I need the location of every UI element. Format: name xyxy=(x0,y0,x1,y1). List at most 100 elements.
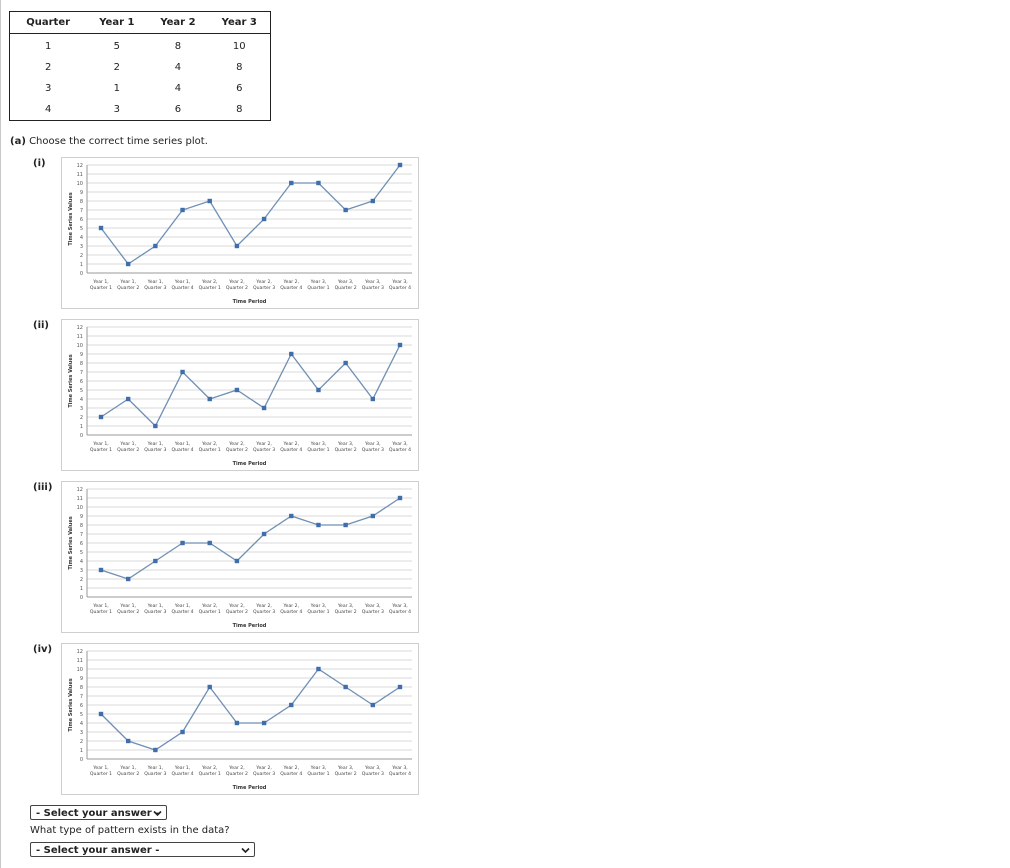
x-tick-label: Quarter 1 xyxy=(90,609,112,615)
x-tick-label: Year 3, xyxy=(337,765,354,771)
question-text: Choose the correct time series plot. xyxy=(29,136,208,147)
y-tick-label: 4 xyxy=(80,559,83,565)
data-point xyxy=(153,558,158,564)
y-tick-label: 10 xyxy=(77,343,83,349)
x-tick-label: Year 3, xyxy=(310,441,327,447)
y-axis-title: Time Series Values xyxy=(68,354,74,407)
y-tick-label: 11 xyxy=(77,334,83,340)
data-point xyxy=(125,738,131,744)
x-tick-label: Year 1, xyxy=(119,765,136,771)
data-point xyxy=(207,540,212,546)
x-tick-label: Quarter 4 xyxy=(280,609,302,615)
y-tick-label: 12 xyxy=(77,163,83,169)
x-tick-label: Year 3, xyxy=(310,765,327,771)
y-tick-label: 0 xyxy=(80,271,83,277)
table-cell: 6 xyxy=(236,83,243,94)
y-tick-label: 4 xyxy=(80,235,83,241)
answer-select[interactable]: - Select your answer - xyxy=(30,805,167,820)
x-tick-label: Year 2, xyxy=(201,765,218,771)
pattern-select[interactable]: - Select your answer - xyxy=(30,842,255,857)
table-cell: 8 xyxy=(236,104,243,115)
data-point xyxy=(180,369,185,375)
x-tick-label: Quarter 3 xyxy=(253,609,275,615)
data-point xyxy=(261,720,267,726)
data-point xyxy=(289,702,294,708)
x-tick-label: Quarter 3 xyxy=(362,609,384,615)
x-tick-label: Quarter 2 xyxy=(226,771,248,777)
data-point xyxy=(370,513,376,519)
y-axis-title: Time Series Values xyxy=(68,192,74,245)
x-tick-label: Year 1, xyxy=(92,441,109,447)
data-point xyxy=(234,243,240,249)
data-point xyxy=(316,522,321,528)
data-point xyxy=(207,198,212,204)
x-tick-label: Year 2, xyxy=(255,765,272,771)
table-cell: 3 xyxy=(44,83,52,94)
chevron-down-icon xyxy=(153,810,162,817)
data-point xyxy=(316,387,321,393)
y-tick-label: 1 xyxy=(80,424,83,430)
x-tick-label: Quarter 1 xyxy=(307,609,329,615)
y-tick-label: 3 xyxy=(80,568,83,574)
table-cell: 1 xyxy=(113,83,121,94)
data-point xyxy=(343,684,348,690)
data-point xyxy=(397,495,403,501)
data-point xyxy=(180,729,185,735)
x-tick-label: Year 1, xyxy=(174,279,191,285)
x-tick-label: Quarter 4 xyxy=(389,285,411,291)
x-tick-label: Quarter 4 xyxy=(280,285,302,291)
table-cell: 4 xyxy=(174,62,182,73)
x-tick-label: Year 1, xyxy=(174,441,191,447)
x-tick-label: Quarter 1 xyxy=(307,285,329,291)
y-tick-label: 8 xyxy=(80,523,83,529)
option-label-i: (i) xyxy=(33,158,46,169)
x-tick-label: Quarter 3 xyxy=(253,285,275,291)
data-point xyxy=(98,225,104,231)
y-tick-label: 8 xyxy=(80,361,83,367)
y-tick-label: 7 xyxy=(80,694,83,700)
data-point xyxy=(397,162,403,168)
x-tick-label: Year 1, xyxy=(92,279,109,285)
x-tick-label: Quarter 2 xyxy=(117,771,139,777)
x-tick-label: Quarter 3 xyxy=(144,447,166,453)
x-tick-label: Year 2, xyxy=(201,603,218,609)
question-part-label: (a) xyxy=(10,136,26,147)
table-cell: 5 xyxy=(113,41,121,52)
x-tick-label: Year 3, xyxy=(391,279,408,285)
x-tick-label: Quarter 4 xyxy=(280,771,302,777)
y-tick-label: 11 xyxy=(77,496,83,502)
y-tick-label: 9 xyxy=(80,190,83,196)
x-tick-label: Quarter 4 xyxy=(389,771,411,777)
x-axis-title: Time Period xyxy=(233,299,267,305)
table-cell: 2 xyxy=(44,62,52,73)
header-cell: Year 2 xyxy=(147,11,209,34)
x-tick-label: Quarter 1 xyxy=(199,285,221,291)
x-tick-label: Year 3, xyxy=(337,603,354,609)
data-point xyxy=(397,342,403,348)
x-tick-label: Quarter 1 xyxy=(199,771,221,777)
data-point xyxy=(234,720,240,726)
y-tick-label: 10 xyxy=(77,667,83,673)
y-tick-label: 6 xyxy=(80,703,83,709)
x-tick-label: Year 2, xyxy=(201,279,218,285)
x-tick-label: Year 3, xyxy=(391,603,408,609)
y-tick-label: 11 xyxy=(77,658,83,664)
x-tick-label: Year 1, xyxy=(147,765,164,771)
x-tick-label: Quarter 1 xyxy=(199,609,221,615)
x-tick-label: Quarter 3 xyxy=(144,771,166,777)
series-line xyxy=(100,164,401,265)
question-a: (a) Choose the correct time series plot. xyxy=(10,136,208,147)
x-tick-label: Year 2, xyxy=(228,279,245,285)
x-tick-label: Year 2, xyxy=(255,441,272,447)
x-tick-label: Quarter 3 xyxy=(253,447,275,453)
x-tick-label: Year 2, xyxy=(228,603,245,609)
chart-option-iii: 0 1 2 3 4 5 6 7 8 9 10 11 12 Time Series Values Year 1… xyxy=(61,481,419,633)
x-tick-label: Year 3, xyxy=(364,603,381,609)
table-cell: 2 xyxy=(113,62,121,73)
data-point xyxy=(125,576,131,582)
y-tick-label: 0 xyxy=(80,757,83,763)
x-tick-label: Year 3, xyxy=(391,441,408,447)
table-cell: 8 xyxy=(174,41,182,52)
